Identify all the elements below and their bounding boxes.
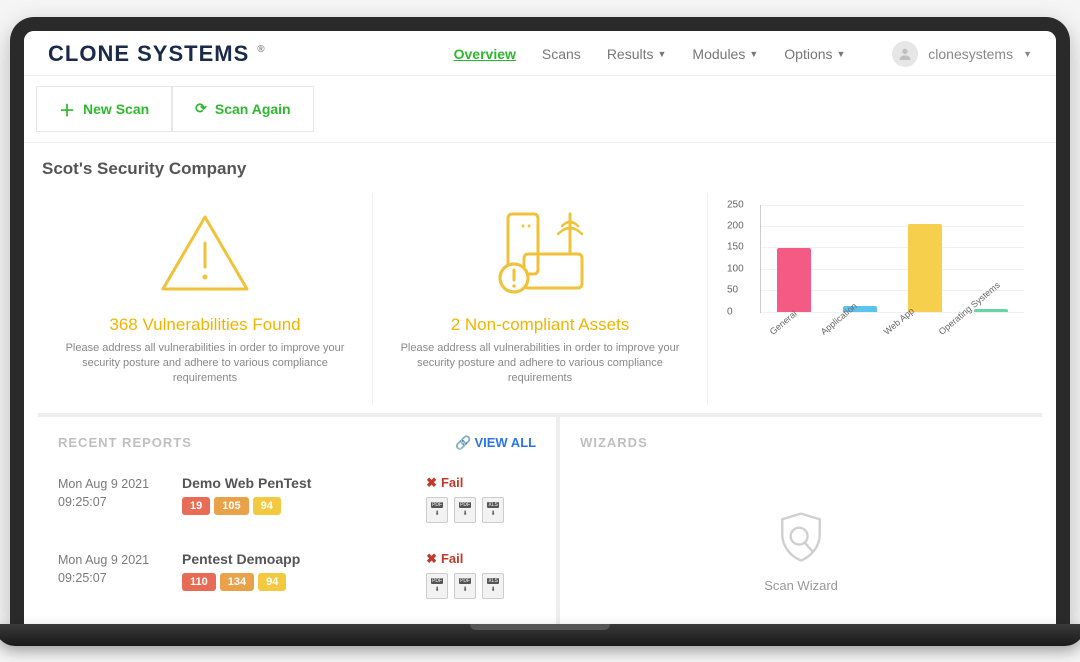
report-row: Mon Aug 9 202109:25:07 Pentest Demoapp 110… [58, 551, 536, 599]
scan-again-label: Scan Again [215, 101, 291, 117]
assets-subtext: Please address all vulnerabilities in or… [387, 341, 693, 387]
vulnerabilities-card: 368 Vulnerabilities Found Please address… [38, 193, 372, 405]
vuln-subtext: Please address all vulnerabilities in or… [52, 341, 358, 387]
severity-chip: 110 [182, 573, 216, 591]
view-all-link[interactable]: 🔗 VIEW ALL [455, 435, 536, 451]
status-fail: ✖ Fail [426, 475, 536, 491]
severity-chips: 19105 94 [182, 497, 406, 515]
xls-download-icon[interactable]: XLS⬇ [482, 497, 504, 523]
severity-chip: 94 [253, 497, 281, 515]
severity-chip: 94 [258, 573, 286, 591]
report-name[interactable]: Demo Web PenTest [182, 475, 406, 491]
file-downloads: PDF⬇ PDF⬇ XLS⬇ [426, 497, 536, 523]
wizards-title: WIZARDS [580, 435, 648, 450]
xls-download-icon[interactable]: XLS⬇ [482, 573, 504, 599]
devices-warning-icon [387, 199, 693, 309]
refresh-icon: ⟳ [195, 100, 207, 117]
company-title: Scot's Security Company [42, 159, 1042, 179]
x-icon: ✖ [426, 551, 437, 567]
x-icon: ✖ [426, 475, 437, 491]
y-tick: 200 [727, 220, 744, 231]
assets-headline: 2 Non-compliant Assets [387, 315, 693, 335]
bar-web-app [908, 224, 942, 312]
severity-chip: 19 [182, 497, 210, 515]
pdf-download-icon[interactable]: PDF⬇ [454, 573, 476, 599]
status-fail: ✖ Fail [426, 551, 536, 567]
laptop-frame: CLONE SYSTEMS® Overview Scans Results ▼ Mod… [10, 17, 1070, 626]
severity-chip: 105 [214, 497, 248, 515]
username-label: clonesystems [928, 46, 1013, 62]
user-menu[interactable]: clonesystems ▼ [892, 41, 1032, 67]
plus-icon: ＋ [59, 97, 75, 121]
x-label: Web App [882, 305, 934, 357]
y-tick: 250 [727, 199, 744, 210]
wizards-panel: WIZARDS Scan Wizard [560, 417, 1042, 626]
report-date: Mon Aug 9 202109:25:07 [58, 551, 162, 599]
report-date: Mon Aug 9 202109:25:07 [58, 475, 162, 523]
category-bar-chart: 050100150200250 GeneralApplicationWeb Ap… [722, 199, 1028, 349]
recent-reports-panel: RECENT REPORTS 🔗 VIEW ALL Mon Aug 9 2021… [38, 417, 560, 626]
link-icon: 🔗 [455, 435, 471, 451]
app-screen: CLONE SYSTEMS® Overview Scans Results ▼ Mod… [24, 31, 1056, 626]
report-name[interactable]: Pentest Demoapp [182, 551, 406, 567]
severity-chip: 134 [220, 573, 254, 591]
x-label: General [768, 308, 817, 358]
new-scan-label: New Scan [83, 101, 149, 117]
view-all-label: VIEW ALL [474, 435, 536, 450]
avatar-icon [892, 41, 918, 67]
y-tick: 100 [727, 263, 744, 274]
y-tick: 50 [727, 285, 738, 296]
recent-reports-title: RECENT REPORTS [58, 435, 192, 450]
main-content: Scot's Security Company 368 Vulnerabilit… [24, 143, 1056, 626]
nav-scans[interactable]: Scans [542, 46, 581, 62]
shield-search-icon [771, 508, 831, 568]
bar-general [777, 248, 811, 311]
chevron-down-icon: ▼ [749, 49, 758, 59]
assets-card: 2 Non-compliant Assets Please address al… [372, 193, 707, 405]
laptop-base [0, 624, 1080, 646]
new-scan-button[interactable]: ＋ New Scan [36, 86, 172, 132]
warning-triangle-icon [52, 199, 358, 309]
brand-logo: CLONE SYSTEMS® [48, 41, 274, 67]
bottom-row: RECENT REPORTS 🔗 VIEW ALL Mon Aug 9 2021… [38, 413, 1042, 626]
pdf-download-icon[interactable]: PDF⬇ [426, 497, 448, 523]
chevron-down-icon: ▼ [658, 49, 667, 59]
nav-overview[interactable]: Overview [454, 46, 516, 62]
nav-options[interactable]: Options ▼ [784, 46, 845, 62]
nav-links: Overview Scans Results ▼ Modules ▼ Options ▼ [454, 46, 846, 62]
pdf-download-icon[interactable]: PDF⬇ [454, 497, 476, 523]
top-nav: CLONE SYSTEMS® Overview Scans Results ▼ Mod… [24, 31, 1056, 76]
scan-wizard-button[interactable]: Scan Wizard [580, 474, 1022, 626]
file-downloads: PDF⬇ PDF⬇ XLS⬇ [426, 573, 536, 599]
y-tick: 0 [727, 306, 733, 317]
chevron-down-icon: ▼ [837, 49, 846, 59]
scan-wizard-label: Scan Wizard [764, 578, 838, 593]
reports-list: Mon Aug 9 202109:25:07 Demo Web PenTest 19… [58, 475, 536, 599]
vuln-headline: 368 Vulnerabilities Found [52, 315, 358, 335]
y-tick: 150 [727, 242, 744, 253]
scan-again-button[interactable]: ⟳ Scan Again [172, 86, 313, 132]
severity-chips: 11013494 [182, 573, 406, 591]
chevron-down-icon: ▼ [1023, 49, 1032, 59]
report-row: Mon Aug 9 202109:25:07 Demo Web PenTest 19… [58, 475, 536, 523]
pdf-download-icon[interactable]: PDF⬇ [426, 573, 448, 599]
chart-card: 050100150200250 GeneralApplicationWeb Ap… [707, 193, 1042, 405]
summary-row: 368 Vulnerabilities Found Please address… [38, 193, 1042, 405]
action-bar: ＋ New Scan ⟳ Scan Again [24, 76, 1056, 143]
nav-modules[interactable]: Modules ▼ [692, 46, 758, 62]
nav-results[interactable]: Results ▼ [607, 46, 667, 62]
